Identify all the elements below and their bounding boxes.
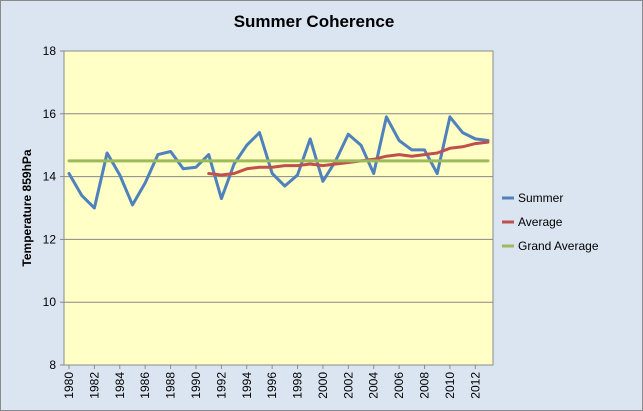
x-tick-label: 2000: [316, 372, 330, 399]
x-tick-label: 1994: [240, 372, 254, 399]
x-tick-label: 2010: [443, 372, 457, 399]
x-tick-label: 2008: [418, 372, 432, 399]
x-tick-label: 2002: [341, 372, 355, 399]
y-tick-label: 18: [43, 44, 57, 58]
legend-entry: Summer: [518, 191, 563, 205]
y-tick-label: 8: [49, 358, 56, 372]
y-tick-label: 14: [43, 170, 57, 184]
y-tick-label: 12: [43, 232, 57, 246]
legend-entry: Grand Average: [518, 239, 599, 253]
x-tick-label: 2012: [468, 372, 482, 399]
x-tick-label: 1996: [265, 372, 279, 399]
chart-title: Summer Coherence: [234, 12, 395, 31]
gridlines: [64, 113, 493, 303]
series-line-1: [207, 140, 490, 177]
x-tick-label: 1980: [62, 372, 76, 399]
x-tick-label: 1986: [138, 372, 152, 399]
x-tick-label: 1982: [87, 372, 101, 399]
x-tick-label: 2004: [367, 372, 381, 399]
series-lines: [67, 115, 490, 210]
x-tick-label: 1990: [189, 372, 203, 399]
y-axis-ticks: 8 10 12 14 16 18: [43, 44, 64, 372]
x-tick-label: 1992: [214, 372, 228, 399]
plot-area: [63, 50, 494, 366]
series-line-0: [67, 115, 490, 210]
x-tick-label: 1988: [164, 372, 178, 399]
y-tick-label: 10: [43, 295, 57, 309]
y-tick-label: 16: [43, 107, 57, 121]
x-tick-label: 1998: [291, 372, 305, 399]
x-tick-label: 1984: [113, 372, 127, 399]
y-axis-label: Temperature 859hPa: [20, 149, 34, 266]
x-tick-label: 2006: [392, 372, 406, 399]
x-axis-ticks: 1980 1982 1984 1986 1988 1990 1992 1994 1996 1998…: [62, 365, 482, 399]
legend-entry: Average: [518, 215, 563, 229]
legend: Summer Average Grand Average: [502, 191, 599, 253]
